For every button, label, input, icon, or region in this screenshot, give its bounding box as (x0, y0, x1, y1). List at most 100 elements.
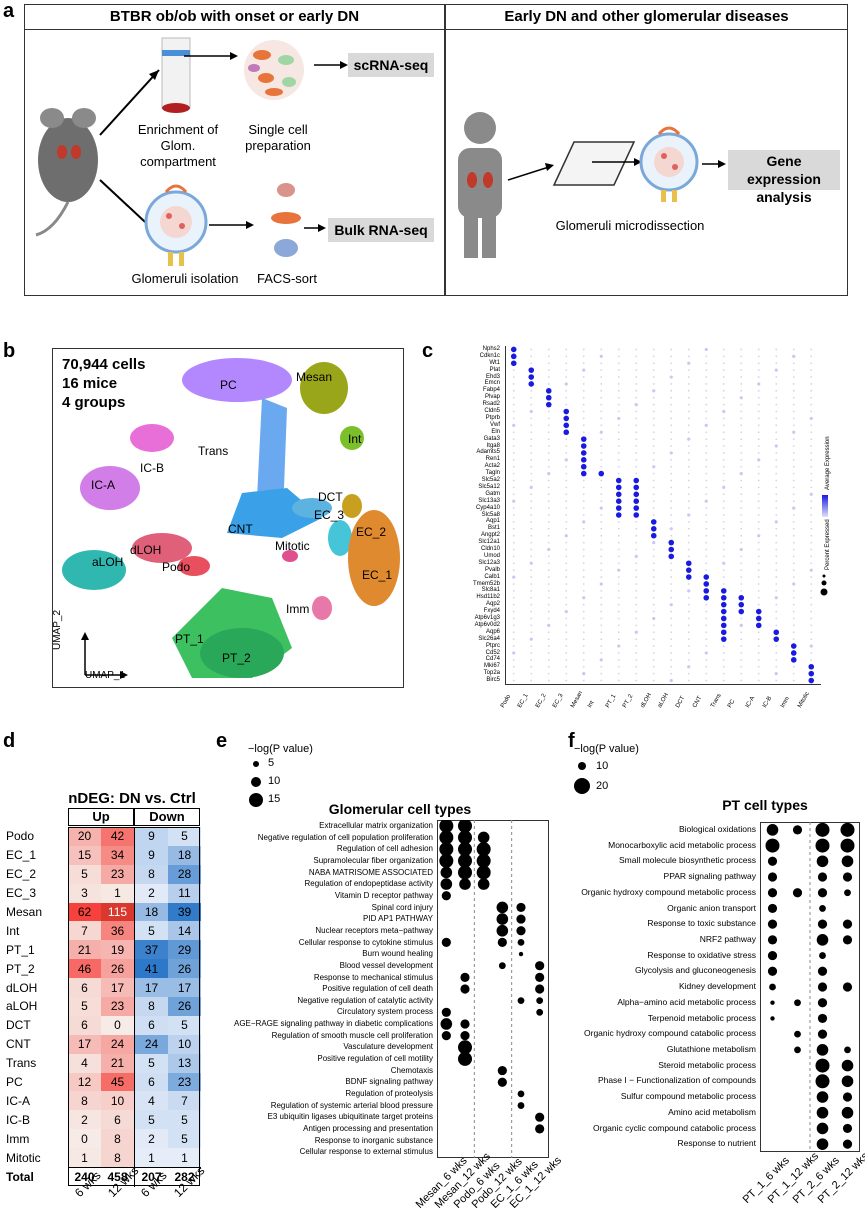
dotplot-dot (775, 424, 778, 427)
gene-label: Plvap (484, 394, 500, 401)
dotplot-dot (740, 645, 743, 647)
enrichment-dot (816, 1044, 829, 1056)
cluster-label-dloh: dLOH (130, 543, 162, 557)
dotplot-dot (740, 362, 743, 365)
dotplot-dot (547, 493, 550, 496)
term-label: PID AP1 PATHWAY (363, 914, 433, 924)
deg-cell: 28 (168, 864, 201, 884)
gene-label: Slc5a2 (481, 477, 500, 484)
dotplot-dot (687, 396, 690, 399)
deg-cell: 62 (68, 902, 101, 922)
term-label: Regulation of cell adhesion (336, 844, 433, 854)
dotplot-dot (635, 665, 638, 668)
enrichment-dot (439, 853, 454, 868)
dotplot-dot (547, 520, 550, 523)
dotplot-dot (773, 636, 780, 642)
dotplot-dot (687, 424, 690, 427)
dotplot-dot (563, 422, 570, 429)
dotplot-dot (600, 631, 603, 634)
microdissection-label: Glomeruli microdissection (555, 218, 705, 233)
panel-e-frame (437, 820, 549, 1158)
dotplot-dot (670, 652, 673, 654)
dotplot-dot (792, 396, 795, 399)
dotplot-dot (530, 431, 533, 434)
dotplot-dot (810, 403, 813, 406)
cluster-label-pt1: PT_1 (175, 632, 204, 646)
dotplot-dot (775, 383, 778, 385)
deg-cell: 20 (68, 827, 101, 846)
dotplot-dot (670, 596, 673, 599)
dotplot-dot (670, 631, 673, 634)
umap-plot-frame (52, 348, 404, 688)
dotplot-dot (582, 569, 585, 572)
enrichment-dot (460, 1019, 470, 1029)
dotplot-dot (600, 548, 603, 551)
single-cells-icon (244, 40, 304, 100)
dotplot-dot (652, 603, 655, 606)
dotplot-dot (512, 658, 515, 661)
dotplot-dot (722, 569, 725, 572)
dotplot-dot (740, 589, 743, 592)
term-label: Organic hydroxy compound metabolic proce… (581, 886, 756, 897)
dotplot-dot (652, 369, 655, 372)
dotplot-dot (720, 588, 727, 594)
deg-cell: 17 (101, 978, 135, 998)
dotplot-dot (810, 589, 813, 592)
dotplot-dot (582, 672, 586, 676)
dotplot-dot (775, 410, 778, 413)
deg-cell: 23 (101, 864, 135, 884)
deg-row: dLOH 6 17 17 17 (6, 978, 201, 998)
dotplot-dot (617, 416, 621, 421)
dotplot-legend-avg: Average Expression (825, 436, 831, 490)
dotplot-dot (705, 472, 708, 475)
dotplot-dot (512, 417, 515, 420)
dotplot-dot (617, 472, 620, 475)
enrichment-dot (767, 966, 778, 976)
dotplot-dot (792, 541, 795, 544)
dotplot-dot (512, 520, 515, 523)
dotplot-dot (565, 369, 568, 372)
cluster-ec3 (328, 520, 352, 556)
dotplot-dot (652, 465, 656, 469)
gene-label: Slc12a1 (478, 539, 500, 546)
dotplot-dot (792, 679, 795, 682)
dotplot-dot (530, 514, 533, 516)
deg-cell: 10 (101, 1091, 135, 1111)
dotplot-dot (670, 624, 673, 627)
term-label: Regulation of smooth muscle cell prolife… (271, 1030, 433, 1040)
dotplot-dot (530, 500, 533, 503)
dotplot-dot (705, 631, 708, 634)
dotplot-dot (528, 367, 535, 373)
dotplot-dot (600, 569, 603, 572)
deg-cell: 7 (68, 921, 101, 941)
enrichment-dot (767, 950, 778, 961)
dotplot-dot (530, 534, 533, 537)
dotplot-dot (775, 472, 778, 475)
gene-label: Slc26a4 (478, 635, 500, 642)
dotplot-dot (512, 472, 515, 475)
dotplot-dot (600, 638, 603, 641)
enrichment-dot (769, 983, 776, 991)
dotplot-dot (547, 665, 550, 668)
dotplot-dot (530, 610, 533, 613)
dotplot-dot (775, 645, 778, 647)
dotplot-dot (757, 362, 760, 365)
cluster-label-trans: Trans (198, 444, 229, 458)
dotplot-dot (775, 624, 778, 627)
celltype-label: PT_2 (622, 693, 635, 709)
enrichment-dot (815, 822, 830, 837)
deg-cell: 17 (134, 978, 168, 998)
umap-x-label: UMAP_1 (85, 670, 126, 681)
gene-label: Tmem52b (472, 580, 500, 587)
panel-a-left-box (24, 4, 445, 296)
dotplot-dot (720, 601, 727, 608)
term-label: BDNF signaling pathway (345, 1077, 433, 1087)
dotplot-dot (740, 520, 743, 523)
dotplot-dot (512, 645, 515, 647)
dotplot-dot (757, 665, 760, 668)
dotplot-dot (792, 500, 795, 503)
dotplot-dot (652, 472, 655, 475)
umap-stat-cells: 70,944 cells (62, 356, 146, 373)
dotplot-dot (775, 396, 778, 399)
deg-cell: 6 (134, 1015, 168, 1035)
